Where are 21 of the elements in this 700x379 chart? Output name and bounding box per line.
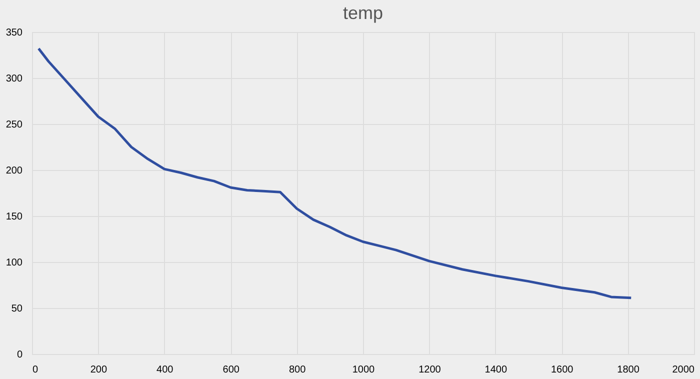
x-tick-label: 0 bbox=[32, 364, 38, 376]
x-tick-label: 1600 bbox=[550, 364, 574, 376]
line-series bbox=[37, 47, 632, 300]
x-tick-label: 1200 bbox=[418, 364, 442, 376]
y-tick-label: 250 bbox=[6, 120, 23, 130]
x-tick-label: 1000 bbox=[352, 364, 376, 376]
y-tick-label: 100 bbox=[6, 258, 23, 268]
x-tick-label: 800 bbox=[288, 364, 306, 376]
y-tick-label: 200 bbox=[6, 166, 23, 176]
y-tick-label: 150 bbox=[6, 212, 23, 222]
y-tick-label: 50 bbox=[11, 304, 23, 314]
x-tick-label: 1400 bbox=[484, 364, 508, 376]
x-tick-label: 2000 bbox=[672, 364, 695, 376]
chart-title: temp bbox=[342, 3, 384, 23]
y-tick-label: 350 bbox=[6, 28, 23, 38]
y-tick-label: 300 bbox=[6, 74, 23, 84]
x-tick-label: 600 bbox=[222, 364, 240, 376]
x-tick-label: 200 bbox=[90, 364, 108, 376]
x-tick-label: 400 bbox=[156, 364, 174, 376]
x-tick-label: 1800 bbox=[617, 364, 640, 376]
y-tick-label: 0 bbox=[16, 350, 23, 360]
